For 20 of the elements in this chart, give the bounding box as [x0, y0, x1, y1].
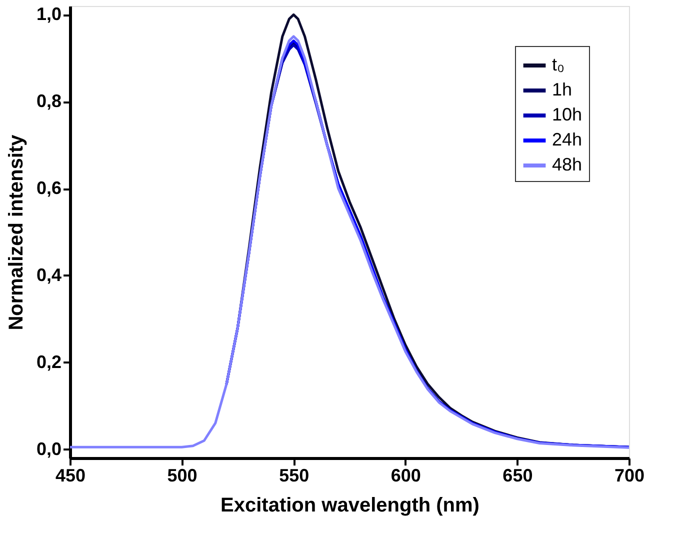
x-tick-label: 500 [167, 466, 198, 486]
x-tick-label: 700 [614, 466, 645, 486]
y-tick-label: 0,6 [36, 178, 62, 198]
legend-label: 10h [552, 104, 582, 124]
line-series [70, 35, 629, 449]
x-tick-label: 450 [55, 466, 86, 486]
y-tick-label: 0,4 [36, 264, 62, 285]
y-tick-label: 0,8 [36, 91, 62, 112]
legend-label: 1h [552, 80, 572, 100]
legend-label: 24h [552, 130, 582, 150]
x-tick-label: 550 [279, 466, 310, 486]
y-tick-label: 0,2 [36, 352, 62, 372]
y-tick-label: 0,0 [36, 438, 62, 459]
legend-label: t₀ [552, 54, 564, 74]
x-tick-label: 650 [502, 466, 533, 486]
legend-label: 48h [552, 154, 582, 174]
x-axis-title: Excitation wavelength (nm) [220, 494, 480, 516]
y-axis-title: Normalized intensity [5, 134, 28, 330]
x-tick-label: 600 [390, 466, 421, 486]
y-tick-label: 1,0 [36, 4, 62, 24]
